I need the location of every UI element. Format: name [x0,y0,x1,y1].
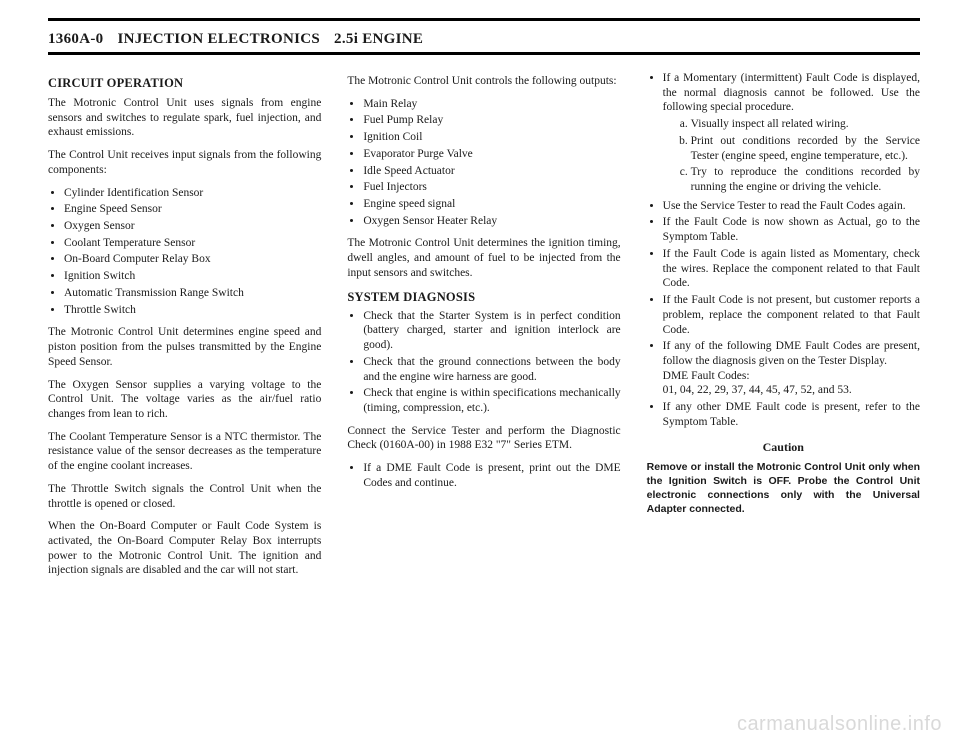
para: The Motronic Control Unit uses signals f… [48,96,321,140]
para: The Throttle Switch signals the Control … [48,482,321,511]
section-title: INJECTION ELECTRONICS [117,31,320,48]
top-rule [48,18,920,21]
list-item: Evaporator Purge Valve [363,147,620,162]
list-item: Throttle Switch [64,303,321,318]
column-1: CIRCUIT OPERATION The Motronic Control U… [48,69,321,586]
sub-item: Visually inspect all related wiring. [691,117,920,132]
para: The Coolant Temperature Sensor is a NTC … [48,430,321,474]
list-item: Fuel Injectors [363,180,620,195]
list-item-text: If a Momentary (intermittent) Fault Code… [663,72,920,113]
procedure-list: If a Momentary (intermittent) Fault Code… [647,71,920,430]
list-item: Engine speed signal [363,197,620,212]
para: The Motronic Control Unit determines the… [347,236,620,280]
para: The Control Unit receives input signals … [48,148,321,177]
list-item: Engine Speed Sensor [64,202,321,217]
para: The Motronic Control Unit controls the f… [347,74,620,89]
para: The Oxygen Sensor supplies a varying vol… [48,378,321,422]
list-item: Fuel Pump Relay [363,113,620,128]
watermark: carmanualsonline.info [737,713,942,736]
list-item: Automatic Transmission Range Switch [64,286,321,301]
para: Connect the Service Tester and perform t… [347,424,620,453]
engine-variant: 2.5i ENGINE [334,31,423,48]
column-3: If a Momentary (intermittent) Fault Code… [647,69,920,586]
page-code: 1360A-0 [48,31,103,48]
diagnosis-list-2: If a DME Fault Code is present, print ou… [347,461,620,490]
list-item: If the Fault Code is now shown as Actual… [663,215,920,244]
list-item: Oxygen Sensor Heater Relay [363,214,620,229]
list-item: If the Fault Code is not present, but cu… [663,293,920,337]
output-list: Main Relay Fuel Pump Relay Ignition Coil… [347,97,620,229]
sub-procedure: Visually inspect all related wiring. Pri… [663,117,920,195]
caution-text: Remove or install the Motronic Control U… [647,460,920,517]
list-item: If the Fault Code is again listed as Mom… [663,247,920,291]
list-item: Check that the ground connections betwee… [363,355,620,384]
list-item: On-Board Computer Relay Box [64,252,321,267]
list-item: Ignition Switch [64,269,321,284]
list-item: If a Momentary (intermittent) Fault Code… [663,71,920,195]
para: The Motronic Control Unit determines eng… [48,325,321,369]
input-components-list: Cylinder Identification Sensor Engine Sp… [48,186,321,318]
heading-circuit-operation: CIRCUIT OPERATION [48,75,321,91]
list-item-text: 01, 04, 22, 29, 37, 44, 45, 47, 52, and … [663,384,852,396]
list-item: Oxygen Sensor [64,219,321,234]
list-item: If any other DME Fault code is present, … [663,400,920,429]
list-item: If any of the following DME Fault Codes … [663,339,920,398]
sub-item: Try to reproduce the conditions recorded… [691,165,920,194]
caution-heading: Caution [647,440,920,455]
list-item: Cylinder Identification Sensor [64,186,321,201]
sub-item: Print out conditions recorded by the Ser… [691,134,920,163]
header-underline [48,52,920,55]
list-item: Check that the Starter System is in perf… [363,309,620,353]
list-item: Main Relay [363,97,620,112]
heading-system-diagnosis: SYSTEM DIAGNOSIS [347,289,620,305]
list-item: If a DME Fault Code is present, print ou… [363,461,620,490]
para: When the On-Board Computer or Fault Code… [48,519,321,578]
diagnosis-list: Check that the Starter System is in perf… [347,309,620,416]
manual-page: 1360A-0 INJECTION ELECTRONICS 2.5i ENGIN… [0,0,960,746]
list-item-text: If any of the following DME Fault Codes … [663,340,920,367]
list-item-text: DME Fault Codes: [663,370,750,382]
list-item: Use the Service Tester to read the Fault… [663,199,920,214]
column-2: The Motronic Control Unit controls the f… [347,69,620,586]
list-item: Idle Speed Actuator [363,164,620,179]
list-item: Coolant Temperature Sensor [64,236,321,251]
page-header: 1360A-0 INJECTION ELECTRONICS 2.5i ENGIN… [48,31,920,52]
list-item: Ignition Coil [363,130,620,145]
three-column-body: CIRCUIT OPERATION The Motronic Control U… [48,69,920,586]
list-item: Check that engine is within specificatio… [363,386,620,415]
